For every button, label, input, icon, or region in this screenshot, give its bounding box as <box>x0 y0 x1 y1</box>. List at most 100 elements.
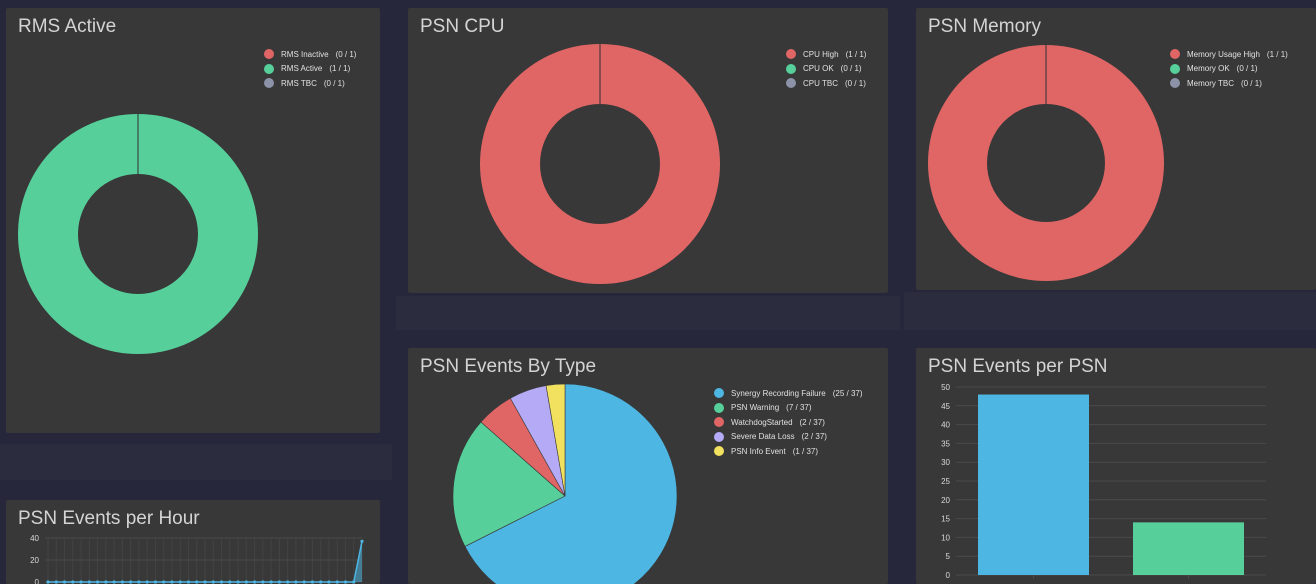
y-tick-label: 35 <box>941 439 950 448</box>
data-point[interactable] <box>112 580 116 584</box>
donut-hole <box>987 104 1105 222</box>
legend-swatch <box>1170 49 1180 60</box>
data-point[interactable] <box>286 580 290 584</box>
legend-item[interactable]: Severe Data Loss (2 / 37) <box>714 430 863 445</box>
panel-title: PSN Events per Hour <box>18 508 200 529</box>
rms-active-donut <box>18 114 258 354</box>
data-point[interactable] <box>162 580 166 584</box>
data-point[interactable] <box>145 580 149 584</box>
data-point[interactable] <box>219 580 224 584</box>
y-tick-label: 15 <box>941 515 950 524</box>
legend-swatch <box>714 446 724 457</box>
data-point[interactable] <box>236 580 240 584</box>
panel-title: RMS Active <box>18 16 117 37</box>
data-point[interactable] <box>327 580 331 584</box>
events-per-hour-panel: PSN Events per Hour 0 20 40 <box>6 500 380 584</box>
legend-item[interactable]: PSN Info Event (1 / 37) <box>714 444 863 459</box>
data-point[interactable] <box>170 580 174 584</box>
data-point[interactable] <box>360 539 364 543</box>
legend-swatch <box>714 431 724 442</box>
legend-item[interactable]: RMS Inactive (0 / 1) <box>264 47 356 62</box>
legend-item[interactable]: Memory Usage High (1 / 1) <box>1170 47 1288 62</box>
legend-count: (0 / 1) <box>844 78 866 88</box>
pie-slice-synergy-recording-failure[interactable] <box>464 383 678 584</box>
data-point[interactable] <box>46 580 50 584</box>
rms-active-panel: RMS Active RMS Inactive (0 / 1) RMS Acti… <box>6 8 380 433</box>
data-point[interactable] <box>186 580 191 584</box>
y-tick-label: 5 <box>946 552 951 561</box>
legend-label: PSN Warning <box>731 403 780 413</box>
panel-title: PSN Events By Type <box>420 356 597 377</box>
legend-item[interactable]: CPU OK (0 / 1) <box>786 62 866 77</box>
legend-label: Memory Usage High <box>1187 49 1260 59</box>
legend-label: Memory TBC <box>1187 78 1234 88</box>
data-point[interactable] <box>310 580 315 584</box>
data-point[interactable] <box>153 580 158 584</box>
data-point[interactable] <box>79 580 83 584</box>
legend-swatch <box>786 78 796 89</box>
legend-item[interactable]: PSN Warning (7 / 37) <box>714 401 863 416</box>
data-point[interactable] <box>343 580 348 584</box>
legend-count: (1 / 1) <box>329 64 351 74</box>
events-per-psn-bar-chart: 0 5 10 15 20 25 30 35 40 45 50 <box>941 383 1266 580</box>
legend-item[interactable]: RMS TBC (0 / 1) <box>264 76 356 91</box>
data-point[interactable] <box>95 580 100 584</box>
data-point[interactable] <box>269 580 273 584</box>
y-tick-label: 50 <box>941 383 950 392</box>
data-point[interactable] <box>178 580 182 584</box>
y-tick-label: 40 <box>941 421 950 430</box>
legend-swatch <box>786 49 796 60</box>
data-point[interactable] <box>228 580 232 584</box>
legend-item[interactable]: WatchdogStarted (2 / 37) <box>714 415 863 430</box>
y-tick-label: 20 <box>30 556 39 565</box>
legend-count: (0 / 1) <box>1240 78 1262 88</box>
data-point[interactable] <box>203 580 207 584</box>
legend-label: CPU TBC <box>803 78 838 88</box>
data-point[interactable] <box>352 580 356 584</box>
events-per-psn-panel: PSN Events per PSN 0 5 10 15 20 25 30 35 40 45 50 <box>916 348 1316 584</box>
events-per-hour-line-chart: 0 20 40 <box>30 534 364 584</box>
pie-slice-psn-warning[interactable] <box>452 421 566 547</box>
legend-count: (0 / 1) <box>840 64 862 74</box>
data-point[interactable] <box>319 580 323 584</box>
legend-item[interactable]: CPU High (1 / 1) <box>786 47 866 62</box>
legend-count: (0 / 1) <box>335 49 357 59</box>
data-point[interactable] <box>244 580 248 584</box>
data-point[interactable] <box>211 580 215 584</box>
legend-item[interactable]: Memory OK (0 / 1) <box>1170 62 1288 77</box>
legend-count: (7 / 37) <box>786 403 812 413</box>
data-point[interactable] <box>294 580 298 584</box>
data-point[interactable] <box>335 580 339 584</box>
data-point[interactable] <box>302 580 306 584</box>
legend-item[interactable]: CPU TBC (0 / 1) <box>786 76 866 91</box>
psn-cpu-donut <box>480 44 720 284</box>
data-point[interactable] <box>277 580 281 584</box>
legend-swatch <box>264 49 274 60</box>
legend-label: Severe Data Loss <box>731 432 795 442</box>
data-point[interactable] <box>104 580 108 584</box>
legend-item[interactable]: Synergy Recording Failure (25 / 37) <box>714 386 863 401</box>
data-point[interactable] <box>195 580 199 584</box>
bar[interactable] <box>978 394 1089 575</box>
legend-swatch <box>714 417 724 428</box>
data-point[interactable] <box>71 580 75 584</box>
legend-swatch <box>264 78 274 89</box>
psn-memory-donut <box>928 45 1164 281</box>
gutter <box>0 444 392 480</box>
data-point[interactable] <box>87 580 91 584</box>
data-point[interactable] <box>120 580 124 584</box>
legend-item[interactable]: Memory TBC (0 / 1) <box>1170 76 1288 91</box>
pie-slice-psn-info-event[interactable] <box>545 383 566 497</box>
data-point[interactable] <box>62 580 67 584</box>
legend-label: RMS Inactive <box>281 49 329 59</box>
data-point[interactable] <box>137 580 141 584</box>
legend-swatch <box>1170 78 1180 89</box>
data-point[interactable] <box>54 580 58 584</box>
data-point[interactable] <box>129 580 133 584</box>
bar[interactable] <box>1133 522 1244 575</box>
data-point[interactable] <box>261 580 265 584</box>
chart-legend: Synergy Recording Failure (25 / 37) PSN … <box>714 386 863 459</box>
legend-item[interactable]: RMS Active (1 / 1) <box>264 62 356 77</box>
gutter <box>396 296 900 330</box>
data-point[interactable] <box>252 580 257 584</box>
